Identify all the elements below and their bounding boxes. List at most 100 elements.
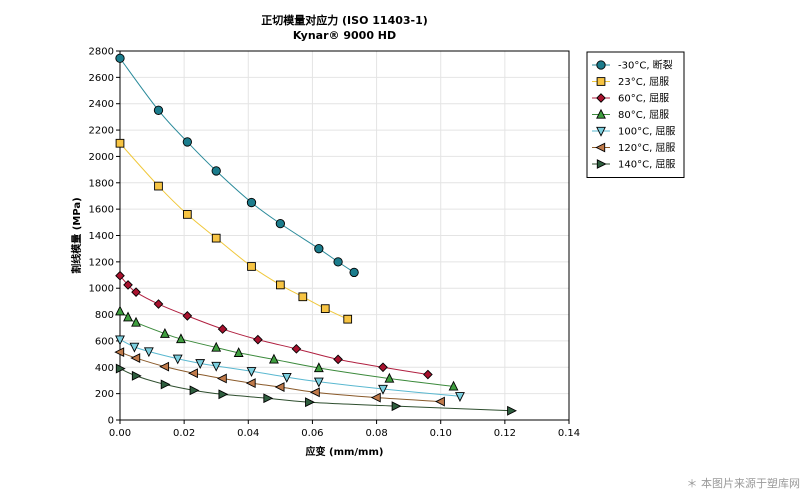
data-point	[314, 244, 324, 254]
data-point	[217, 324, 228, 334]
data-point	[298, 292, 308, 302]
x-tick-label: 0.10	[430, 428, 452, 439]
series-line	[119, 57, 355, 273]
data-point	[455, 392, 465, 402]
data-point	[263, 393, 274, 404]
data-point	[423, 369, 433, 380]
data-point	[123, 280, 133, 290]
legend-item: 80°C, 屈服	[592, 108, 669, 121]
y-tick-label: 400	[95, 363, 114, 374]
legend-label: 23°C, 屈服	[618, 76, 669, 88]
data-point	[216, 373, 227, 384]
data-point	[188, 368, 198, 379]
data-point	[333, 257, 343, 267]
data-point	[384, 372, 395, 383]
series-7	[115, 363, 517, 416]
legend-item: -30°C, 断裂	[592, 59, 673, 72]
data-point	[245, 378, 256, 389]
data-point	[313, 362, 324, 373]
data-point	[160, 379, 171, 390]
watermark-text: ＊ 本图片来源于塑库网	[686, 477, 801, 490]
x-tick-label: 0.12	[494, 428, 516, 439]
series-6	[114, 347, 445, 407]
data-point	[246, 367, 257, 377]
grid	[120, 51, 569, 420]
data-point	[114, 347, 125, 358]
chart-title: 正切模量对应力 (ISO 11403-1)	[261, 13, 428, 27]
data-point	[274, 382, 285, 392]
legend-item: 140°C, 屈服	[592, 159, 675, 171]
x-tick-label: 0.00	[109, 428, 131, 439]
legend-marker	[596, 93, 606, 103]
data-point	[211, 233, 221, 243]
data-point	[507, 405, 517, 416]
data-point	[246, 197, 257, 208]
series-3	[115, 270, 433, 380]
data-point	[123, 311, 133, 322]
x-axis-label: 应变 (mm/mm)	[306, 445, 384, 458]
legend-item: 120°C, 屈服	[592, 142, 675, 154]
data-point	[291, 343, 302, 354]
data-point	[211, 166, 221, 176]
y-tick-label: 2200	[89, 126, 114, 137]
y-tick-label: 600	[95, 336, 114, 347]
data-point	[275, 218, 286, 229]
y-tick-label: 0	[108, 416, 114, 427]
y-tick-label: 800	[95, 310, 114, 321]
y-tick-label: 1200	[89, 257, 114, 268]
data-point	[115, 53, 125, 63]
legend-label: 120°C, 屈服	[618, 142, 675, 154]
legend-item: 100°C, 屈服	[592, 126, 675, 138]
data-point	[131, 316, 141, 327]
data-point	[247, 262, 256, 271]
series-2	[115, 138, 353, 324]
data-point	[130, 353, 141, 363]
y-tick-label: 2000	[89, 152, 114, 163]
legend: -30°C, 断裂 23°C, 屈服 60°C, 屈服 80°C, 屈服 100°C, …	[586, 51, 685, 178]
y-tick-label: 200	[95, 389, 114, 400]
data-point	[276, 280, 285, 290]
data-point	[129, 342, 140, 353]
y-tick-label: 2800	[89, 47, 114, 58]
data-point	[343, 314, 353, 324]
data-point	[211, 361, 222, 372]
legend-label: -30°C, 断裂	[618, 59, 673, 72]
data-point	[448, 380, 459, 391]
x-tick-label: 0.04	[237, 428, 259, 439]
data-point	[143, 347, 154, 358]
legend-marker	[596, 159, 607, 169]
data-point	[182, 137, 193, 147]
data-point	[131, 370, 142, 381]
data-point	[269, 353, 279, 364]
data-point	[115, 270, 125, 281]
x-tick-label: 0.08	[365, 428, 387, 439]
series-5	[115, 335, 465, 402]
y-tick-label: 1800	[89, 178, 114, 189]
legend-label: 80°C, 屈服	[618, 109, 669, 121]
y-tick-label: 1400	[89, 231, 114, 242]
data-point	[333, 354, 343, 365]
legend-marker	[596, 60, 606, 70]
legend-label: 140°C, 屈服	[618, 159, 675, 171]
data-point	[176, 333, 186, 344]
data-point	[131, 287, 141, 298]
data-point	[370, 392, 381, 403]
data-point	[159, 361, 170, 372]
x-tick-label: 0.06	[301, 428, 323, 439]
data-point	[313, 377, 324, 388]
data-point	[281, 373, 292, 383]
legend-label: 100°C, 屈服	[618, 126, 675, 138]
axis-ticks: 0.00 0.02 0.04 0.06 0.08 0.10 0.12 0.14 0 200 400 6…	[89, 47, 581, 440]
data-point	[115, 363, 126, 374]
y-tick-label: 1000	[89, 284, 114, 295]
x-tick-label: 0.14	[558, 428, 580, 439]
data-point	[115, 138, 125, 148]
y-tick-label: 1600	[89, 205, 114, 216]
data-point	[211, 341, 222, 352]
data-point	[153, 105, 164, 115]
data-point	[391, 401, 402, 412]
legend-marker	[596, 126, 606, 137]
chart-subtitle: Kynar® 9000 HD	[293, 29, 396, 42]
y-tick-label: 2600	[89, 73, 114, 84]
data-point	[378, 384, 388, 395]
